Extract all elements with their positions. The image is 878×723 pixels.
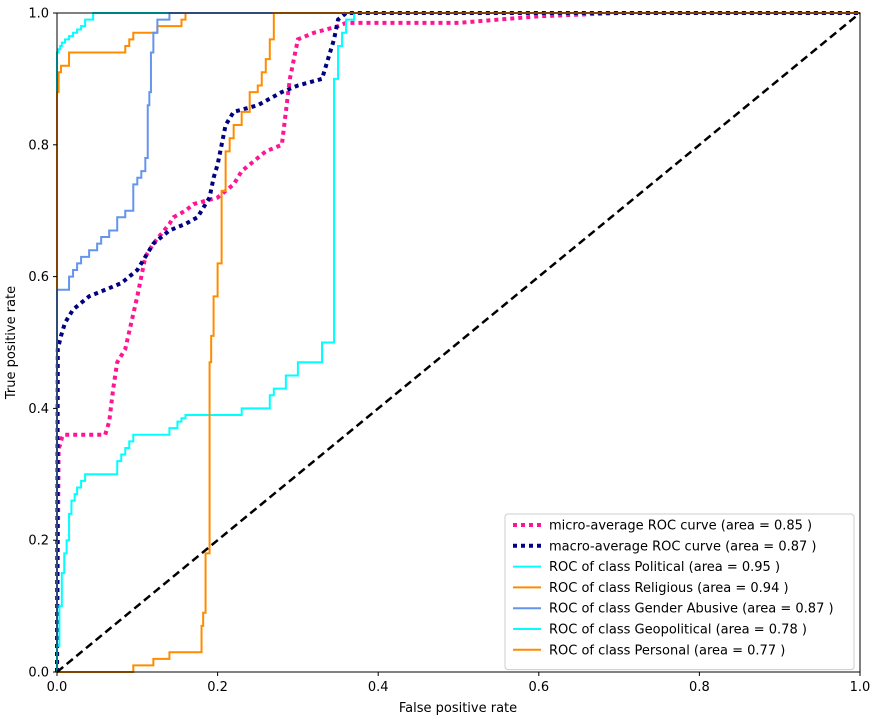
x-tick-label: 0.4 [368,680,389,695]
ticks-layer: 0.0 0.2 0.4 0.6 0.8 1.0 0.0 0.2 0.4 0.6 0.8 1.0 [28,7,870,696]
legend-label: ROC of class Religious (area = 0.94 ) [549,581,789,596]
series-line-0 [55,11,860,673]
legend-label: micro-average ROC curve (area = 0.85 ) [549,519,812,534]
legend-label: ROC of class Personal (area = 0.77 ) [549,643,785,658]
series-line-3 [56,12,860,672]
y-tick-label: 0.0 [28,666,49,681]
series-line-4 [56,12,860,672]
y-axis-label: True positive rate [4,286,19,400]
legend-label: ROC of class Gender Abusive (area = 0.87… [549,602,834,617]
y-tick-label: 0.2 [28,534,49,549]
y-tick-label: 0.8 [28,138,49,153]
x-tick-label: 0.6 [528,680,549,695]
series-line-2 [56,12,860,672]
legend-label: macro-average ROC curve (area = 0.87 ) [549,539,816,554]
y-tick-label: 0.6 [28,270,49,285]
x-axis-label: False positive rate [399,701,517,716]
series-line-7 [56,12,861,673]
x-tick-label: 1.0 [850,680,871,695]
y-tick-label: 1.0 [28,7,49,22]
series-line-6 [57,12,860,673]
legend-label: ROC of class Geopolitical (area = 0.78 ) [549,623,807,638]
series-line-5 [56,12,860,672]
x-tick-label: 0.8 [689,680,710,695]
x-tick-label: 0.0 [47,680,68,695]
legend-box [504,513,855,671]
y-tick-label: 0.4 [28,402,49,417]
legend: micro-average ROC curve (area = 0.85 ) ma… [504,513,855,671]
plot-frame [56,12,861,673]
x-tick-label: 0.2 [207,680,228,695]
legend-label: ROC of class Political (area = 0.95 ) [549,560,780,575]
curves-layer [55,11,861,673]
series-line-1 [55,11,860,673]
